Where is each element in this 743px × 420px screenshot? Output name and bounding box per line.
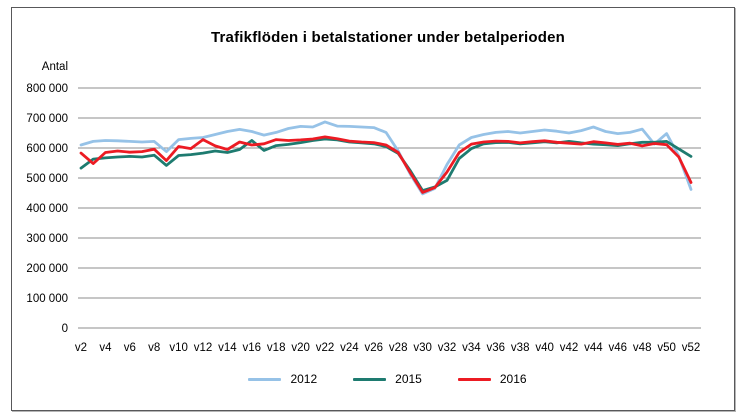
x-tick-label: v48 xyxy=(633,342,652,354)
y-axis-label: Antal xyxy=(41,61,68,73)
chart-title: Trafikflöden i betalstationer under beta… xyxy=(210,29,566,46)
y-tick-label: 400 000 xyxy=(26,203,68,215)
x-tick-label: v50 xyxy=(657,342,676,354)
series-line-2016 xyxy=(79,135,693,194)
legend-item-2012: 2012 xyxy=(248,372,317,386)
x-tick-label: v44 xyxy=(584,342,603,354)
x-tick-label: v18 xyxy=(267,342,286,354)
x-tick-label: v4 xyxy=(99,342,112,354)
x-tick-label: v2 xyxy=(75,342,87,354)
chart-legend: 2012 2015 2016 xyxy=(16,372,743,386)
x-tick-label: v12 xyxy=(194,342,213,354)
x-tick-label: v24 xyxy=(340,342,359,354)
legend-item-2015: 2015 xyxy=(353,372,422,386)
x-tick-label: v40 xyxy=(535,342,554,354)
x-tick-label: v30 xyxy=(413,342,432,354)
x-tick-label: v14 xyxy=(218,342,237,354)
y-tick-label: 0 xyxy=(62,323,68,335)
x-tick-label: v8 xyxy=(148,342,160,354)
y-tick-label: 800 000 xyxy=(26,83,68,95)
x-tick-label: v10 xyxy=(169,342,188,354)
x-tick-label: v36 xyxy=(487,342,506,354)
y-tick-label: 500 000 xyxy=(26,173,68,185)
y-tick-label: 100 000 xyxy=(26,293,68,305)
legend-swatch-2016 xyxy=(457,377,491,381)
y-tick-label: 700 000 xyxy=(26,113,68,125)
chart-border xyxy=(11,7,735,411)
legend-label: 2015 xyxy=(395,372,422,386)
x-tick-label: v52 xyxy=(682,342,701,354)
x-tick-label: v6 xyxy=(124,342,136,354)
x-tick-label: v26 xyxy=(365,342,384,354)
x-tick-label: v34 xyxy=(462,342,481,354)
x-tick-label: v16 xyxy=(243,342,262,354)
legend-swatch-2012 xyxy=(248,377,282,381)
series-line-2012 xyxy=(79,120,693,196)
x-tick-label: v22 xyxy=(316,342,335,354)
legend-label: 2012 xyxy=(290,372,318,386)
x-tick-label: v38 xyxy=(511,342,530,354)
legend-label: 2016 xyxy=(499,372,527,386)
y-tick-label: 300 000 xyxy=(26,233,68,245)
x-tick-label: v20 xyxy=(291,342,310,354)
legend-swatch-2015 xyxy=(353,377,387,381)
x-tick-label: v42 xyxy=(560,342,579,354)
x-tick-label: v32 xyxy=(438,342,457,354)
x-tick-label: v46 xyxy=(609,342,628,354)
y-tick-label: 200 000 xyxy=(26,263,68,275)
legend-item-2016: 2016 xyxy=(457,372,527,386)
y-tick-label: 600 000 xyxy=(26,143,68,155)
x-tick-label: v28 xyxy=(389,342,408,354)
